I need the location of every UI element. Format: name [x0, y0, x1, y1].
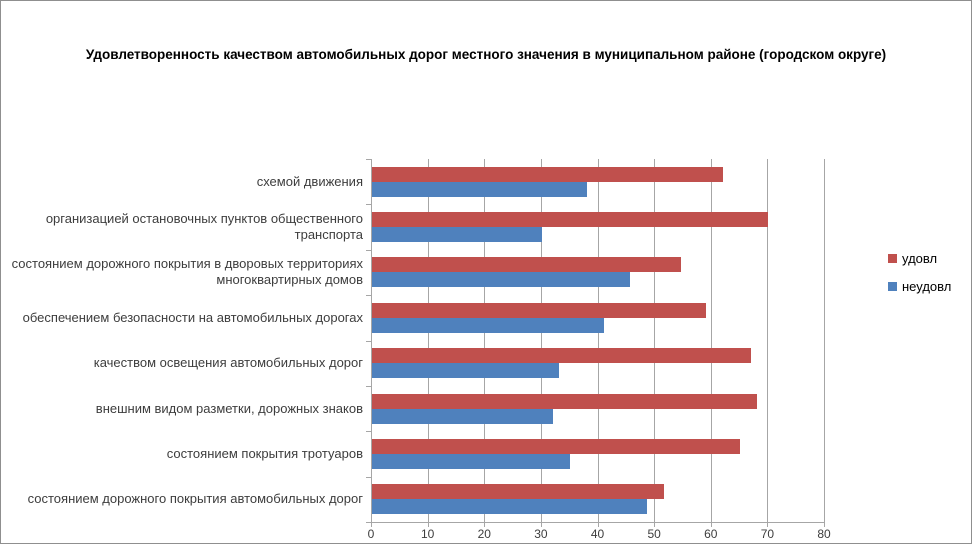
- bar-udovl: [372, 302, 707, 318]
- y-tick-mark: [366, 522, 371, 523]
- bar-neudovl: [372, 227, 542, 243]
- chart-title: Удовлетворенность качеством автомобильны…: [85, 47, 887, 62]
- y-tick-mark: [366, 159, 371, 160]
- y-tick-mark: [366, 476, 371, 478]
- x-tick-mark: [767, 523, 769, 527]
- gridline-60: [710, 159, 712, 522]
- bar-udovl: [372, 438, 741, 454]
- bar-neudovl: [372, 408, 554, 424]
- category-label: организацией остановочных пунктов общест…: [45, 211, 363, 243]
- bar-group: [372, 431, 825, 476]
- y-tick-mark: [366, 340, 371, 342]
- x-tick-mark: [427, 523, 429, 527]
- x-tick-label-60: 60: [704, 527, 718, 541]
- x-tick-label-40: 40: [590, 527, 605, 541]
- category-label: состоянием покрытия тротуаров: [166, 445, 363, 461]
- legend-item-neudovl: неудовл: [888, 279, 951, 294]
- gridline-80: [824, 159, 825, 522]
- legend-swatch-udovl: [888, 254, 897, 263]
- gridline-40: [597, 159, 599, 522]
- category-label: схемой движения: [256, 173, 363, 189]
- bar-neudovl: [372, 453, 571, 469]
- bar-group: [372, 159, 825, 204]
- bar-udovl: [372, 257, 681, 273]
- bar-group: [372, 386, 825, 431]
- x-tick-label-0: 0: [367, 527, 375, 541]
- legend-item-udovl: удовл: [888, 251, 951, 266]
- bar-group: [372, 295, 825, 340]
- bars-layer: [372, 159, 825, 522]
- gridline-20: [484, 159, 486, 522]
- bar-neudovl: [372, 181, 588, 197]
- x-tick-label-30: 30: [534, 527, 548, 541]
- bar-udovl: [372, 484, 664, 500]
- category-label: состоянием дорожного покрытия в дворовых…: [11, 256, 363, 288]
- category-axis-labels: схемой движения организацией остановочных…: [7, 159, 363, 522]
- gridline-10: [427, 159, 429, 522]
- bar-neudovl: [372, 499, 647, 515]
- y-tick-mark: [366, 385, 371, 387]
- x-tick-mark: [540, 523, 542, 527]
- bar-group: [372, 204, 825, 249]
- bar-udovl: [372, 348, 752, 364]
- bar-neudovl: [372, 272, 630, 288]
- x-tick-mark: [597, 523, 599, 527]
- x-tick-label-20: 20: [477, 527, 491, 541]
- bar-udovl: [372, 212, 769, 228]
- x-tick-mark: [710, 523, 712, 527]
- legend-label-neudovl: неудовл: [902, 279, 952, 294]
- gridline-30: [540, 159, 542, 522]
- x-tick-mark: [371, 523, 372, 527]
- y-tick-mark: [366, 295, 371, 297]
- x-tick-mark: [824, 523, 825, 527]
- y-tick-mark: [366, 249, 371, 251]
- x-tick-label-50: 50: [647, 527, 661, 541]
- bar-neudovl: [372, 363, 559, 379]
- category-label: внешним видом разметки, дорожных знаков: [95, 400, 363, 416]
- y-tick-mark: [366, 204, 371, 206]
- bar-udovl: [372, 166, 724, 182]
- category-label: обеспечением безопасности на автомобильн…: [22, 309, 363, 325]
- gridline-50: [654, 159, 656, 522]
- x-tick-label-70: 70: [760, 527, 775, 541]
- plot-area: [371, 159, 825, 523]
- bar-group: [372, 250, 825, 295]
- legend-swatch-neudovl: [888, 282, 897, 291]
- bar-group: [372, 341, 825, 386]
- x-tick-label-80: 80: [817, 527, 831, 541]
- gridline-70: [767, 159, 769, 522]
- x-tick-mark: [484, 523, 486, 527]
- legend: удовл неудовл: [888, 251, 951, 307]
- x-tick-mark: [654, 523, 656, 527]
- bar-neudovl: [372, 317, 605, 333]
- x-tick-label-10: 10: [420, 527, 435, 541]
- category-label: качеством освещения автомобильных дорог: [93, 355, 363, 371]
- bar-udovl: [372, 393, 758, 409]
- category-label: состоянием дорожного покрытия автомобиль…: [27, 491, 363, 507]
- bar-group: [372, 477, 825, 522]
- y-tick-mark: [366, 431, 371, 433]
- legend-label-udovl: удовл: [902, 251, 938, 266]
